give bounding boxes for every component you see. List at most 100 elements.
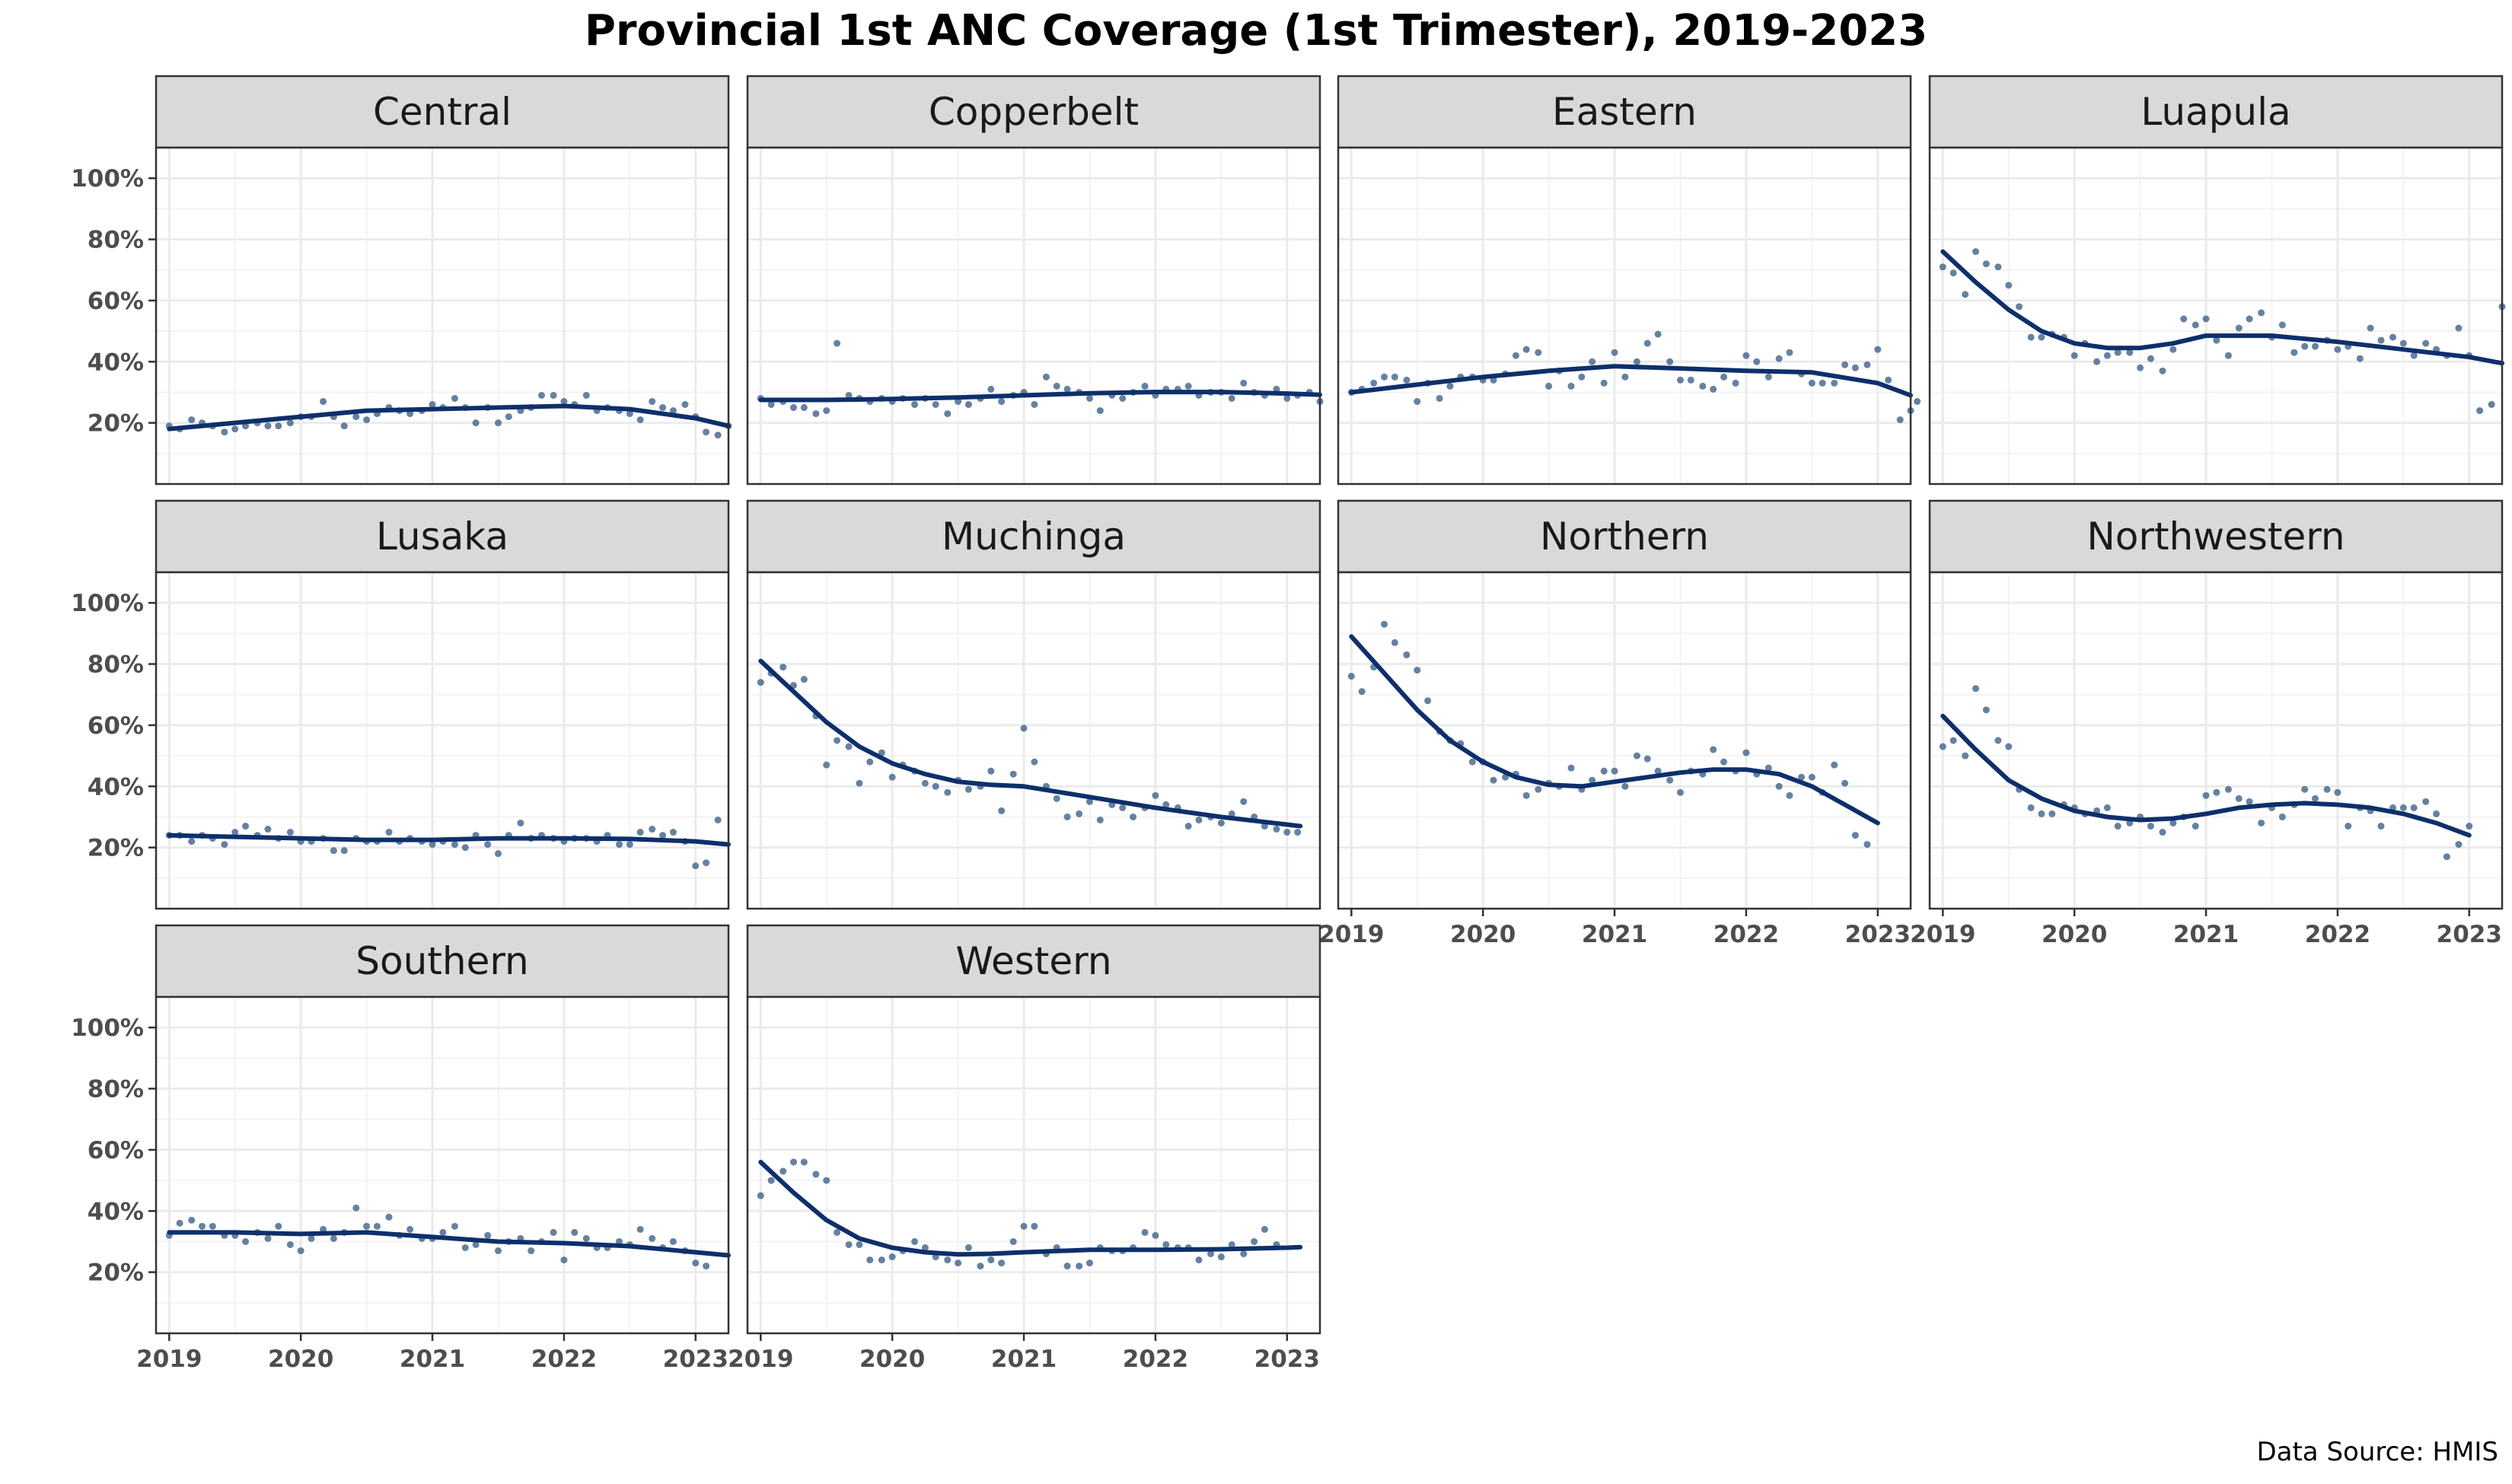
data-point bbox=[264, 1234, 272, 1242]
data-point bbox=[856, 1240, 863, 1248]
data-point bbox=[921, 779, 929, 787]
data-point bbox=[823, 1177, 830, 1184]
panel-background bbox=[748, 572, 1320, 909]
y-tick-label: 100% bbox=[71, 165, 144, 193]
data-point bbox=[1031, 1222, 1038, 1230]
data-point bbox=[2455, 841, 2463, 849]
data-point bbox=[406, 1225, 414, 1233]
data-point bbox=[878, 1256, 885, 1264]
data-point bbox=[297, 1247, 304, 1255]
strip-label: Northern bbox=[1540, 514, 1709, 559]
data-point bbox=[1195, 1256, 1203, 1264]
data-point bbox=[2278, 321, 2286, 329]
data-point bbox=[439, 1228, 447, 1236]
data-point bbox=[1896, 416, 1904, 424]
data-point bbox=[1009, 1237, 1017, 1245]
data-point bbox=[582, 391, 590, 399]
data-point bbox=[1063, 385, 1071, 393]
panel-border bbox=[746, 146, 1321, 486]
data-point bbox=[1085, 394, 1093, 402]
data-point bbox=[1152, 1231, 1159, 1239]
data-point bbox=[1370, 379, 1378, 387]
data-point bbox=[1863, 361, 1871, 368]
data-point bbox=[2213, 336, 2220, 344]
data-point bbox=[2235, 795, 2243, 802]
data-point bbox=[1874, 346, 1882, 353]
data-point bbox=[2377, 823, 2385, 830]
data-point bbox=[1228, 394, 1235, 402]
data-point bbox=[1939, 743, 1946, 750]
data-point bbox=[1020, 1222, 1028, 1230]
data-point bbox=[461, 1244, 469, 1251]
y-tick-label: 60% bbox=[88, 712, 144, 740]
data-point bbox=[1643, 755, 1651, 763]
strip-background bbox=[1928, 75, 2504, 149]
data-point bbox=[2224, 785, 2232, 793]
data-point bbox=[1578, 373, 1586, 381]
data-point bbox=[1217, 1253, 1225, 1261]
data-source-caption: Data Source: HMIS bbox=[2256, 1437, 2498, 1467]
data-point bbox=[2334, 788, 2341, 796]
data-point bbox=[1403, 651, 1411, 658]
panel-background bbox=[1930, 148, 2502, 484]
data-point bbox=[275, 1222, 282, 1230]
data-point bbox=[1611, 349, 1618, 356]
data-point bbox=[1720, 373, 1728, 381]
data-point bbox=[472, 1240, 480, 1248]
data-point bbox=[1119, 394, 1127, 402]
data-point bbox=[987, 767, 995, 775]
data-point bbox=[1742, 352, 1750, 359]
data-point bbox=[340, 847, 348, 855]
data-point bbox=[1031, 758, 1038, 766]
data-point bbox=[275, 422, 282, 430]
data-point bbox=[1240, 1250, 1248, 1258]
strip-label: Southern bbox=[355, 939, 528, 983]
panel-border bbox=[1337, 146, 1912, 486]
data-point bbox=[1710, 746, 1717, 753]
strip-label: Luapula bbox=[2141, 90, 2290, 134]
data-point bbox=[373, 1222, 381, 1230]
data-point bbox=[800, 676, 808, 683]
data-point bbox=[834, 1228, 841, 1236]
data-point bbox=[1764, 764, 1772, 772]
data-point bbox=[964, 401, 972, 409]
data-point bbox=[1512, 352, 1519, 359]
data-point bbox=[2192, 823, 2199, 830]
data-point bbox=[1786, 791, 1793, 799]
panel-background bbox=[156, 572, 728, 909]
data-point bbox=[1468, 758, 1476, 766]
x-tick-label: 2023 bbox=[2437, 921, 2502, 948]
data-point bbox=[1567, 382, 1575, 390]
data-point bbox=[472, 419, 480, 427]
panel-background bbox=[1338, 148, 1911, 484]
data-point bbox=[800, 1158, 808, 1166]
strip-label: Central bbox=[373, 90, 512, 134]
x-tick-label: 2023 bbox=[1845, 921, 1911, 948]
x-tick-label: 2021 bbox=[991, 1345, 1057, 1373]
data-point bbox=[2476, 407, 2484, 415]
data-point bbox=[550, 1228, 557, 1236]
data-point bbox=[484, 841, 492, 849]
data-point bbox=[1273, 826, 1280, 833]
data-point bbox=[1261, 1225, 1268, 1233]
data-point bbox=[2246, 798, 2253, 805]
x-tick-label: 2023 bbox=[1254, 1345, 1320, 1373]
data-point bbox=[1972, 248, 1980, 256]
data-point bbox=[998, 807, 1006, 814]
data-point bbox=[221, 841, 228, 849]
x-tick-label: 2021 bbox=[400, 1345, 465, 1373]
data-point bbox=[669, 829, 677, 836]
data-point bbox=[1414, 667, 1421, 674]
data-point bbox=[1851, 364, 1859, 371]
data-point bbox=[2422, 339, 2430, 347]
strip-background bbox=[746, 75, 1321, 149]
x-tick-label: 2020 bbox=[268, 1345, 333, 1373]
data-point bbox=[1600, 767, 1608, 775]
data-point bbox=[2093, 358, 2101, 365]
data-point bbox=[800, 404, 808, 412]
data-point bbox=[363, 416, 371, 424]
strip-label: Lusaka bbox=[376, 514, 508, 559]
data-point bbox=[308, 1234, 315, 1242]
data-point bbox=[242, 823, 250, 830]
